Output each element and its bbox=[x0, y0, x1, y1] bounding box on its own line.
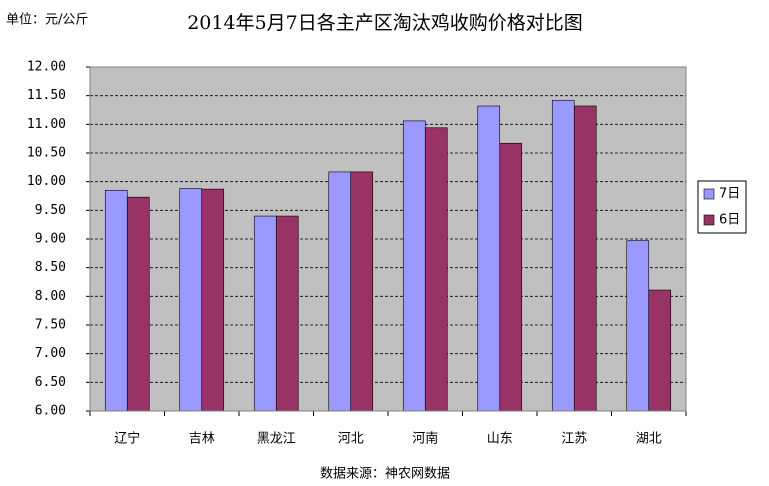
bar bbox=[626, 240, 650, 412]
bar bbox=[328, 171, 352, 412]
x-tick-label: 山东 bbox=[487, 432, 513, 447]
x-tick-label: 江苏 bbox=[561, 431, 587, 447]
y-tick-label: 8.50 bbox=[35, 260, 66, 275]
y-tick-label: 7.50 bbox=[35, 318, 66, 333]
bar bbox=[350, 171, 374, 412]
y-tick-label: 7.00 bbox=[35, 346, 66, 361]
plot-border bbox=[89, 66, 687, 412]
x-tick-label: 湖北 bbox=[636, 432, 662, 447]
unit-label: 单位：元/公斤 bbox=[6, 13, 88, 28]
bar bbox=[179, 188, 203, 412]
bar bbox=[104, 189, 128, 412]
bar bbox=[477, 105, 501, 412]
bar bbox=[275, 215, 299, 412]
legend-swatch bbox=[703, 214, 715, 226]
bar bbox=[402, 120, 426, 412]
bar bbox=[551, 99, 575, 412]
source-note: 数据来源：神农网数据 bbox=[320, 467, 450, 482]
legend-label: 6日 bbox=[719, 213, 740, 228]
x-tick-label: 河北 bbox=[338, 432, 364, 447]
bar bbox=[573, 105, 597, 412]
y-tick-label: 9.50 bbox=[35, 203, 66, 218]
y-tick-label: 11.00 bbox=[27, 117, 66, 132]
x-tick-label: 吉林 bbox=[189, 432, 215, 447]
y-tick-label: 9.00 bbox=[35, 232, 66, 247]
bar bbox=[201, 188, 225, 412]
y-tick-label: 12.00 bbox=[27, 60, 66, 75]
x-tick-label: 黑龙江 bbox=[257, 432, 296, 447]
y-tick-label: 6.00 bbox=[35, 404, 66, 419]
legend-swatch bbox=[703, 188, 715, 200]
bar bbox=[253, 215, 277, 412]
bar bbox=[126, 196, 150, 412]
x-tick-label: 河南 bbox=[412, 431, 438, 447]
y-tick-label: 6.50 bbox=[35, 375, 66, 390]
y-tick-label: 11.50 bbox=[27, 88, 66, 103]
y-tick-label: 8.00 bbox=[35, 289, 66, 304]
x-tick-label: 辽宁 bbox=[114, 431, 140, 447]
chart-title: 2014年5月7日各主产区淘汰鸡收购价格对比图 bbox=[187, 12, 583, 34]
legend-label: 7日 bbox=[719, 187, 740, 202]
bar bbox=[648, 289, 672, 412]
y-tick-label: 10.50 bbox=[27, 146, 66, 161]
bar bbox=[499, 142, 523, 412]
y-tick-label: 10.00 bbox=[27, 174, 66, 189]
bar bbox=[424, 127, 448, 412]
